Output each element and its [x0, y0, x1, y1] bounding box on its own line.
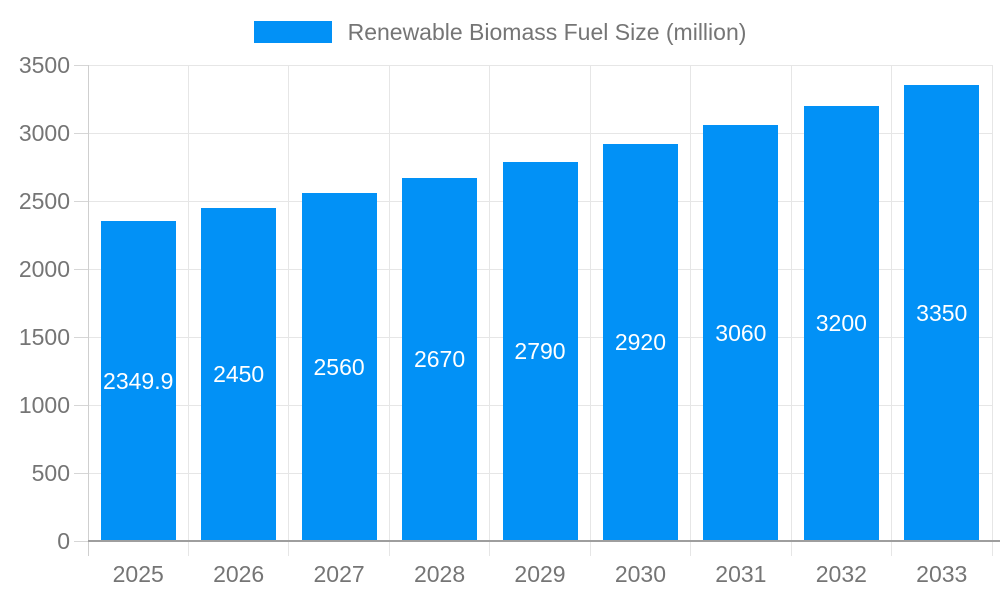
x-tick-label: 2032 — [815, 561, 867, 587]
bar — [100, 221, 176, 541]
y-tick-label: 3500 — [18, 52, 70, 78]
bar-value-label: 3060 — [715, 319, 767, 346]
bar — [502, 161, 578, 541]
bar-value-label: 3350 — [916, 300, 968, 327]
bar — [602, 143, 678, 541]
bar — [402, 177, 478, 541]
v-gridline — [388, 65, 390, 556]
bar-value-label: 2920 — [614, 329, 667, 356]
bar-value-label: 2790 — [514, 338, 566, 365]
x-tick-label: 2031 — [715, 561, 767, 587]
v-gridline — [991, 65, 993, 556]
legend-label: Renewable Biomass Fuel Size (million) — [347, 19, 747, 45]
bar-value-label: 2670 — [413, 346, 466, 373]
bar — [803, 105, 879, 541]
bar — [301, 192, 377, 541]
y-tick-label: 2000 — [18, 256, 70, 282]
bar-value-label: 2560 — [313, 353, 365, 380]
x-axis-line — [88, 540, 1000, 542]
y-tick-label: 3000 — [18, 120, 70, 146]
bar — [703, 124, 779, 541]
x-tick-label: 2028 — [413, 561, 466, 587]
bar-value-label: 3200 — [815, 310, 867, 337]
x-tick-label: 2029 — [514, 561, 566, 587]
v-gridline — [288, 65, 290, 556]
y-axis-tick — [74, 200, 88, 202]
y-axis-tick — [74, 64, 88, 66]
v-gridline — [187, 65, 189, 556]
bar-value-label: 2349.9 — [103, 368, 174, 395]
y-tick-label: 0 — [57, 528, 70, 554]
v-gridline — [690, 65, 692, 556]
v-gridline — [589, 65, 591, 556]
y-tick-label: 1000 — [18, 392, 70, 418]
x-tick-label: 2030 — [614, 561, 667, 587]
v-gridline — [790, 65, 792, 556]
y-tick-label: 1500 — [18, 324, 70, 350]
y-tick-label: 500 — [31, 460, 70, 486]
y-axis-tick — [74, 404, 88, 406]
v-gridline — [891, 65, 893, 556]
y-axis-tick — [74, 268, 88, 270]
bar-value-label: 2450 — [213, 361, 265, 388]
h-gridline — [88, 64, 992, 66]
y-axis-line — [87, 65, 89, 556]
plot-area: 2349.9 2450 2560 2670 2790 2920 3060 3200 3350 — [87, 64, 993, 556]
y-axis-tick — [74, 132, 88, 134]
y-tick-label: 2500 — [18, 188, 70, 214]
y-axis-tick — [74, 540, 88, 542]
x-tick-label: 2025 — [112, 561, 164, 587]
h-gridline — [88, 132, 992, 134]
bar — [201, 207, 277, 541]
v-gridline — [489, 65, 491, 556]
x-tick-label: 2026 — [213, 561, 265, 587]
legend-swatch-icon — [253, 21, 332, 43]
chart-legend: Renewable Biomass Fuel Size (million) — [0, 18, 1000, 46]
y-axis-tick — [74, 472, 88, 474]
y-axis-tick — [74, 336, 88, 338]
x-tick-label: 2027 — [313, 561, 365, 587]
bar — [904, 85, 980, 541]
x-tick-label: 2033 — [916, 561, 968, 587]
